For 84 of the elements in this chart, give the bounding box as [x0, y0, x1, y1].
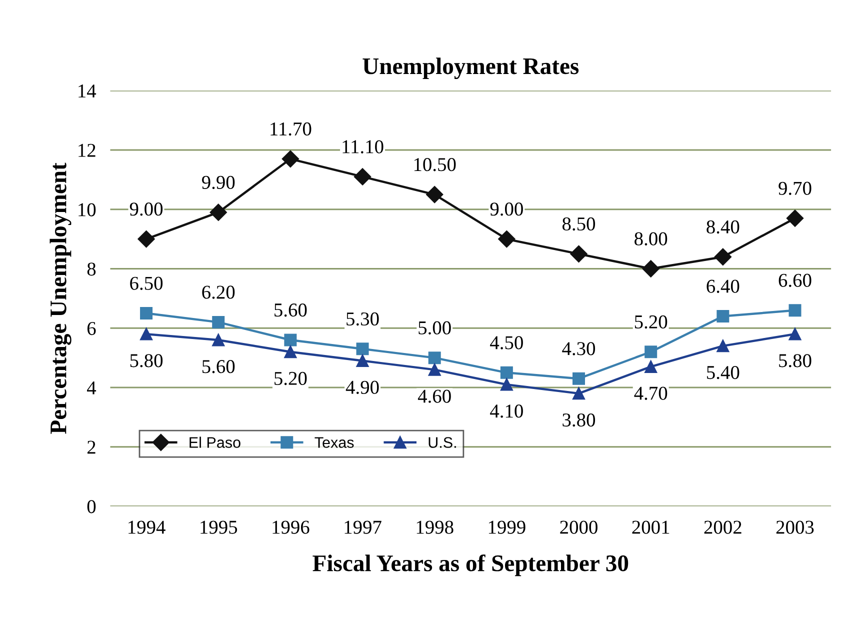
data-label: 6.40	[706, 280, 740, 293]
data-label: 5.30	[346, 312, 379, 326]
data-label: 5.20	[634, 315, 668, 329]
point	[282, 150, 299, 168]
point	[356, 342, 369, 356]
point	[572, 387, 586, 400]
data-label: 4.70	[634, 386, 668, 400]
point	[212, 316, 225, 328]
point	[140, 307, 153, 320]
x-tick-label: 2003	[776, 520, 814, 534]
data-label: 4.50	[490, 336, 523, 350]
data-label: 5.60	[274, 303, 307, 317]
x-tick-label: 2001	[632, 520, 670, 534]
legend-label: El Paso	[190, 436, 240, 448]
data-label: 4.60	[418, 390, 451, 403]
data-label: 3.80	[562, 413, 596, 427]
point	[356, 354, 369, 368]
point	[138, 230, 155, 248]
point	[786, 210, 804, 227]
point	[354, 168, 372, 186]
data-label: 11.70	[270, 122, 312, 136]
legend-label: Texas	[314, 437, 354, 448]
point	[572, 372, 586, 385]
point	[570, 245, 588, 262]
point	[426, 186, 444, 204]
y-tick-label: 0	[87, 500, 96, 514]
point	[714, 248, 732, 266]
data-label: 5.20	[274, 372, 307, 386]
data-label: 8.50	[562, 217, 596, 231]
y-tick-label: 14	[78, 84, 96, 98]
data-label: 9.70	[778, 182, 812, 195]
y-tick-label: 4	[87, 381, 96, 394]
x-tick-label: 2002	[704, 520, 742, 534]
point	[428, 352, 441, 364]
data-label: 8.40	[706, 220, 740, 234]
point	[716, 340, 730, 352]
data-label: 8.00	[634, 232, 668, 246]
point	[284, 334, 297, 346]
x-tick-label: 1996	[272, 520, 310, 534]
y-tick-label: 12	[78, 144, 96, 157]
point	[210, 204, 227, 221]
point	[498, 230, 516, 248]
data-label: 5.00	[418, 321, 451, 335]
data-label: 11.10	[342, 140, 384, 154]
x-tick-label: 1995	[200, 520, 238, 534]
data-label: 5.80	[130, 354, 163, 368]
chart-title: Unemployment Rates	[362, 58, 579, 80]
data-label: 5.80	[779, 354, 812, 368]
y-axis-title: Percentage Unemployment	[50, 162, 72, 434]
point	[716, 310, 730, 322]
point	[788, 304, 802, 317]
data-label: 6.50	[130, 276, 163, 290]
x-axis-title: Fiscal Years as of September 30	[312, 554, 628, 576]
point	[788, 328, 802, 340]
point	[644, 360, 658, 373]
x-tick-label: 2000	[560, 520, 598, 534]
data-label: 9.00	[490, 202, 523, 216]
point	[140, 328, 153, 340]
data-label: 5.40	[707, 366, 740, 380]
data-label: 9.90	[202, 176, 235, 190]
point	[428, 363, 441, 376]
y-tick-label: 10	[78, 203, 96, 216]
data-label: 5.60	[202, 360, 235, 374]
data-label: 6.20	[202, 286, 235, 299]
data-label: 4.90	[346, 380, 379, 394]
x-tick-label: 1997	[344, 520, 382, 534]
point	[500, 378, 513, 391]
x-tick-label: 1994	[128, 520, 166, 534]
point	[284, 346, 297, 358]
point	[212, 334, 225, 346]
point	[644, 346, 658, 358]
point	[500, 366, 513, 379]
y-tick-label: 8	[87, 262, 96, 276]
x-tick-label: 1999	[488, 520, 526, 534]
y-tick-label: 2	[87, 440, 96, 454]
x-tick-label: 1998	[416, 520, 454, 534]
point	[642, 260, 660, 278]
legend-label: U.S.	[428, 437, 456, 448]
data-label: 9.00	[130, 202, 163, 216]
data-label: 6.60	[778, 274, 812, 288]
y-tick-label: 6	[87, 322, 96, 336]
data-label: 4.10	[490, 404, 523, 418]
data-label: 10.50	[414, 158, 456, 172]
data-label: 4.30	[562, 342, 596, 356]
